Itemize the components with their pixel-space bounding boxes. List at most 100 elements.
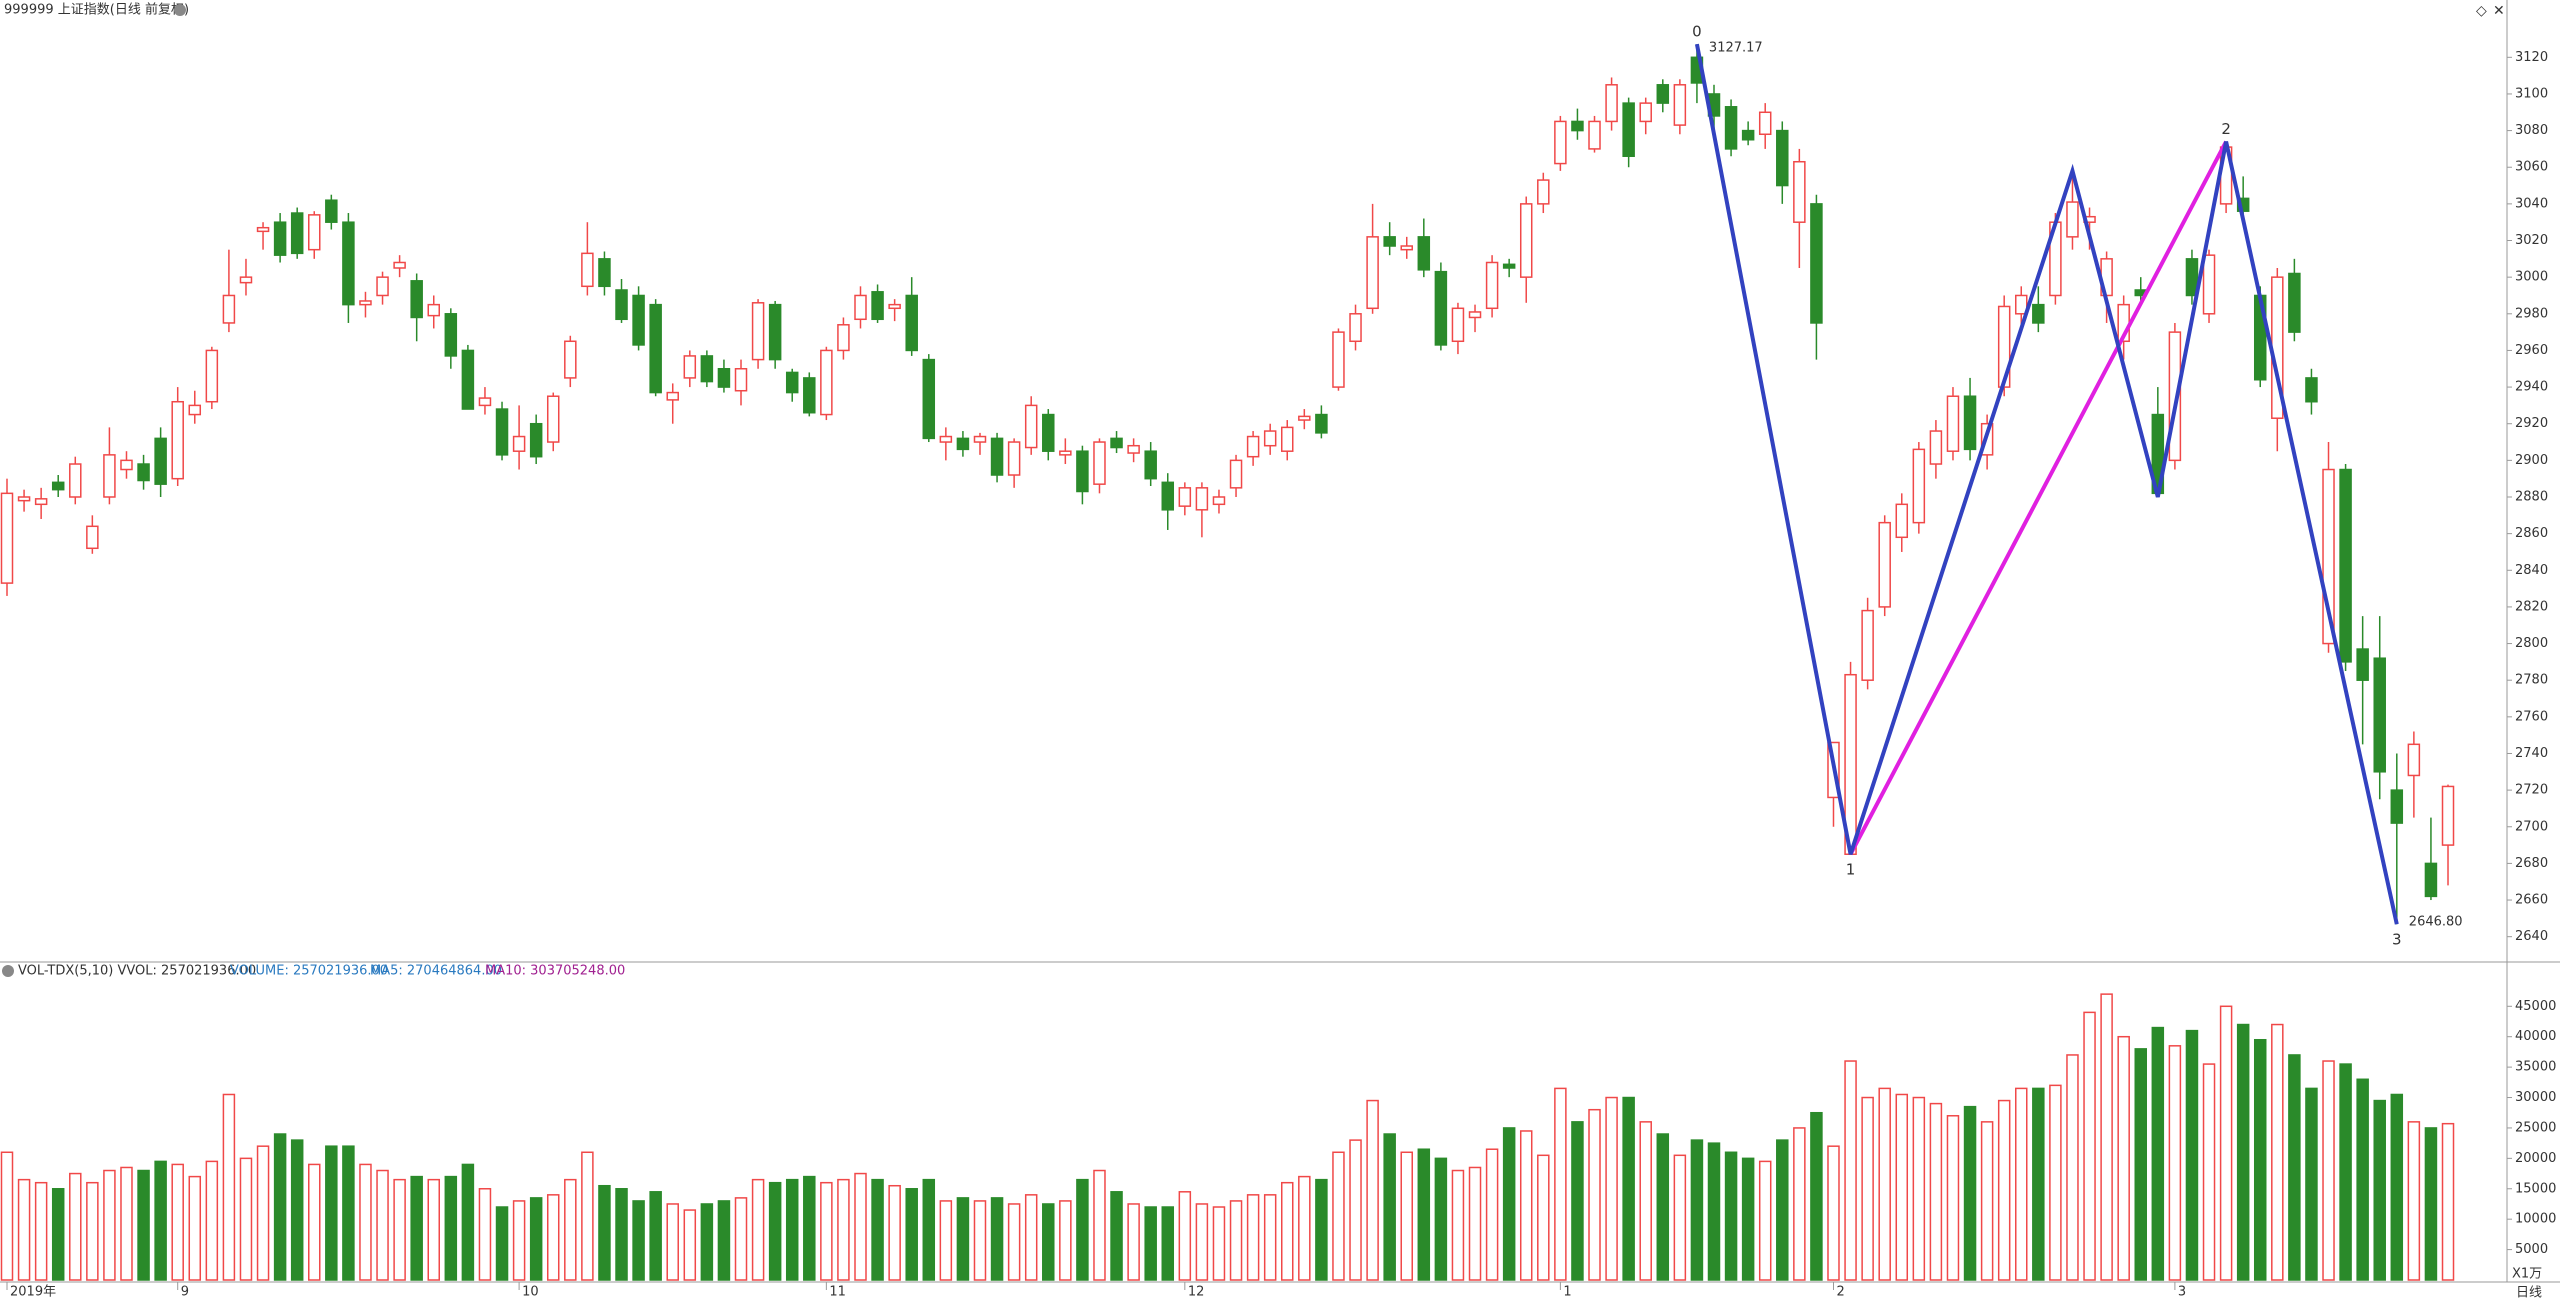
volume-bar — [2168, 1045, 2182, 1281]
candle-body — [751, 302, 765, 361]
candle-body — [2407, 743, 2421, 777]
y-tick-label: 2860 — [2515, 526, 2548, 541]
candle-body — [1502, 263, 1516, 269]
candle-body — [205, 349, 219, 403]
volume-bar — [1485, 1148, 1499, 1281]
volume-bar — [2117, 1035, 2130, 1281]
candle-body — [1110, 437, 1123, 449]
candle-body — [820, 349, 833, 416]
candle-body — [2015, 294, 2028, 315]
candle-body — [939, 435, 953, 443]
volume-bar — [751, 1178, 765, 1281]
candle-body — [51, 481, 65, 491]
candle-body — [1724, 106, 1738, 150]
volume-bar — [205, 1160, 219, 1281]
volume-bar — [2339, 1063, 2352, 1281]
volume-bar — [1502, 1127, 1516, 1281]
price-annotation: 3127.17 — [1709, 41, 1763, 56]
volume-bar — [683, 1209, 697, 1281]
y-tick-label: 2720 — [2515, 783, 2548, 798]
volume-bar — [649, 1191, 662, 1281]
volume-bar — [1076, 1178, 1089, 1281]
volume-bar — [2305, 1087, 2318, 1281]
v-tick-label: 20000 — [2515, 1151, 2556, 1166]
close-icon[interactable]: ✕ — [2493, 3, 2505, 19]
candle-body — [1929, 430, 1943, 465]
volume-bar — [2219, 1005, 2233, 1281]
volume-bar — [1895, 1093, 1909, 1281]
candle-body — [444, 313, 458, 357]
candle-body — [803, 377, 816, 414]
candle-body — [1554, 120, 1567, 165]
month-label: 11 — [829, 1285, 846, 1300]
candle-body — [1485, 261, 1499, 310]
candle-body — [1144, 450, 1157, 480]
v-tick-label: 30000 — [2515, 1090, 2556, 1105]
volume-bar — [854, 1172, 867, 1281]
candle-body — [2424, 862, 2438, 898]
candle-body — [2373, 657, 2386, 773]
volume-bar — [990, 1197, 1004, 1281]
title-icon[interactable] — [174, 4, 186, 16]
candle-body — [222, 294, 236, 324]
volume-bar — [2066, 1054, 2079, 1281]
candle-body — [188, 404, 202, 416]
candle-body — [359, 300, 372, 306]
volume-bar — [1024, 1194, 1038, 1281]
candle-body — [171, 400, 184, 480]
volume-bar — [666, 1203, 679, 1281]
volume-bar — [376, 1169, 389, 1281]
volume-bar — [1946, 1115, 1960, 1281]
candle-body — [239, 276, 253, 284]
diamond-icon[interactable]: ◇ — [2476, 3, 2487, 19]
candle-body — [1263, 430, 1277, 447]
volume-bar — [2390, 1093, 2404, 1281]
volume-bar — [478, 1188, 492, 1281]
volume-bar — [273, 1133, 287, 1281]
volume-bar — [427, 1178, 440, 1281]
volume-bar — [956, 1197, 970, 1281]
volume-bar — [803, 1175, 816, 1281]
volume-bar — [785, 1178, 799, 1281]
volume-bar — [86, 1181, 99, 1281]
candle-body — [1434, 270, 1448, 346]
candle-body — [990, 437, 1004, 476]
y-tick-label: 2780 — [2515, 673, 2548, 688]
volume-title: VOL-TDX(5,10) VVOL: 257021936.00 — [18, 964, 256, 979]
candle-body — [1741, 129, 1755, 141]
candle-body — [2322, 468, 2335, 645]
volume-bar — [1519, 1130, 1533, 1281]
volume-bar — [546, 1194, 560, 1281]
candle-body — [2305, 377, 2318, 403]
volume-bar — [1622, 1096, 1635, 1281]
candle-body — [683, 355, 697, 379]
candle-body — [2356, 648, 2369, 681]
volume-icon[interactable] — [2, 965, 14, 977]
volume-bar — [2049, 1084, 2062, 1281]
volume-bar — [2356, 1078, 2369, 1281]
volume-bar — [1093, 1169, 1106, 1281]
volume-bar — [51, 1188, 65, 1281]
volume-bar — [1127, 1203, 1140, 1281]
volume-bar — [1810, 1111, 1823, 1281]
v-tick-label: 25000 — [2515, 1120, 2556, 1135]
candle-body — [1349, 313, 1362, 343]
volume-bar — [1861, 1096, 1874, 1281]
candle-body — [717, 368, 731, 388]
diagonal-line — [1848, 140, 2228, 856]
candle-body — [1912, 448, 1926, 524]
volume-bar — [393, 1178, 406, 1281]
candle-body — [342, 221, 355, 306]
y-tick-label: 2940 — [2515, 380, 2548, 395]
candle-body — [1793, 160, 1806, 223]
volume-bar — [717, 1200, 731, 1281]
candle-body — [649, 303, 662, 394]
volume-bar — [837, 1178, 850, 1281]
volume-bar — [564, 1178, 577, 1281]
volume-bar — [768, 1181, 782, 1281]
y-tick-label: 3040 — [2515, 196, 2548, 211]
candle-body — [546, 395, 560, 443]
candle-body — [2185, 258, 2199, 297]
volume-bar — [154, 1160, 167, 1281]
candle-body — [1519, 203, 1533, 278]
